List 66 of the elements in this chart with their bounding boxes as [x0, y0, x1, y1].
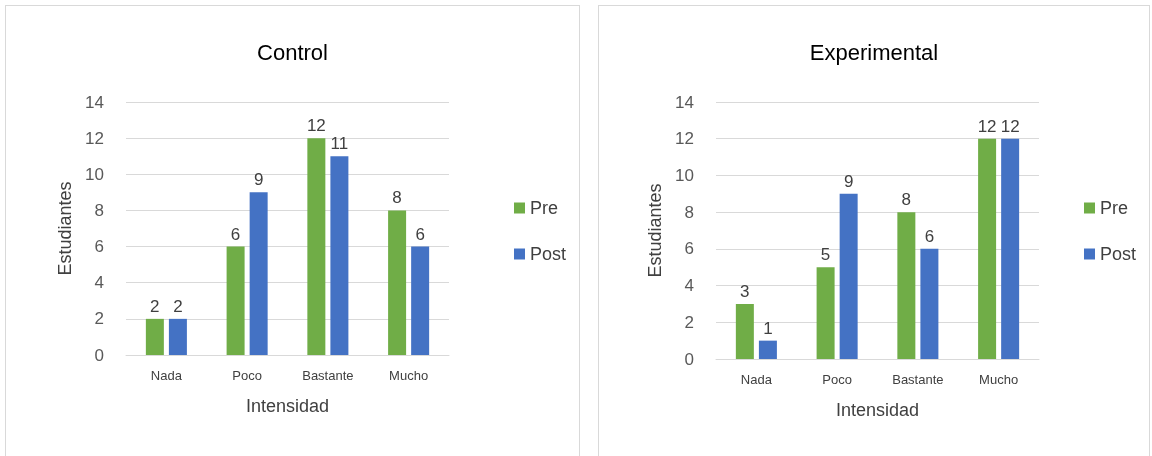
bar — [330, 156, 349, 355]
legend-label: Pre — [529, 198, 558, 218]
y-tick-label: 14 — [675, 92, 694, 112]
data-label: 9 — [253, 170, 264, 190]
data-label: 8 — [392, 188, 402, 208]
y-axis-title: Estudiantes — [645, 183, 665, 278]
chart-title: Experimental — [809, 39, 939, 65]
data-label: 2 — [150, 296, 160, 316]
bar — [249, 192, 268, 355]
y-tick-label: 8 — [94, 200, 104, 220]
y-tick-label: 12 — [675, 129, 694, 149]
y-tick-label: 10 — [675, 165, 694, 185]
legend-label: Post — [529, 244, 567, 264]
y-tick-label: 6 — [684, 239, 694, 259]
x-axis-title: Intensidad — [245, 396, 330, 416]
data-label: 12 — [306, 116, 326, 136]
bar — [735, 303, 754, 359]
x-tick-label: Mucho — [979, 372, 1019, 387]
bar — [839, 193, 858, 359]
y-tick-label: 12 — [85, 128, 104, 148]
data-label: 6 — [924, 226, 935, 246]
x-tick-label: Nada — [740, 372, 773, 387]
x-tick-label: Bastante — [892, 372, 944, 387]
data-label: 8 — [901, 190, 912, 210]
data-label: 2 — [173, 296, 183, 316]
data-label: 5 — [820, 245, 831, 265]
bar — [307, 138, 326, 355]
chart-title: Control — [257, 39, 328, 65]
bar — [226, 246, 245, 355]
data-label: 11 — [330, 134, 349, 154]
y-tick-label: 4 — [94, 273, 104, 293]
y-tick-label: 2 — [94, 309, 104, 329]
x-axis-title: Intensidad — [835, 400, 920, 420]
data-label: 6 — [415, 224, 425, 244]
bar — [897, 212, 916, 359]
legend-label: Post — [1099, 244, 1137, 264]
bar — [388, 210, 407, 355]
bar — [758, 340, 777, 359]
y-tick-label: 0 — [684, 349, 694, 369]
x-tick-label: Poco — [232, 368, 262, 383]
x-tick-label: Poco — [822, 372, 852, 387]
y-tick-label: 0 — [94, 345, 104, 365]
x-tick-label: Mucho — [389, 368, 429, 383]
y-tick-label: 2 — [684, 312, 694, 332]
bar — [145, 318, 164, 355]
x-tick-label: Nada — [150, 368, 183, 383]
y-tick-label: 4 — [684, 276, 694, 296]
bar — [168, 318, 187, 355]
bar — [411, 246, 430, 355]
x-tick-label: Bastante — [302, 368, 354, 383]
y-axis-title: Estudiantes — [55, 181, 75, 276]
data-label: 9 — [843, 171, 854, 191]
y-tick-label: 10 — [85, 164, 104, 184]
data-label: 12 — [977, 116, 997, 136]
bar — [978, 138, 997, 359]
legend-label: Pre — [1099, 198, 1128, 218]
y-tick-label: 6 — [94, 237, 104, 257]
bar — [816, 267, 835, 359]
bar — [1001, 138, 1020, 359]
y-tick-label: 8 — [684, 202, 694, 222]
y-tick-label: 14 — [85, 92, 104, 112]
data-label: 3 — [740, 281, 750, 301]
data-label: 1 — [763, 318, 773, 338]
data-label: 12 — [1000, 116, 1020, 136]
bar — [920, 248, 939, 359]
data-label: 6 — [230, 224, 241, 244]
